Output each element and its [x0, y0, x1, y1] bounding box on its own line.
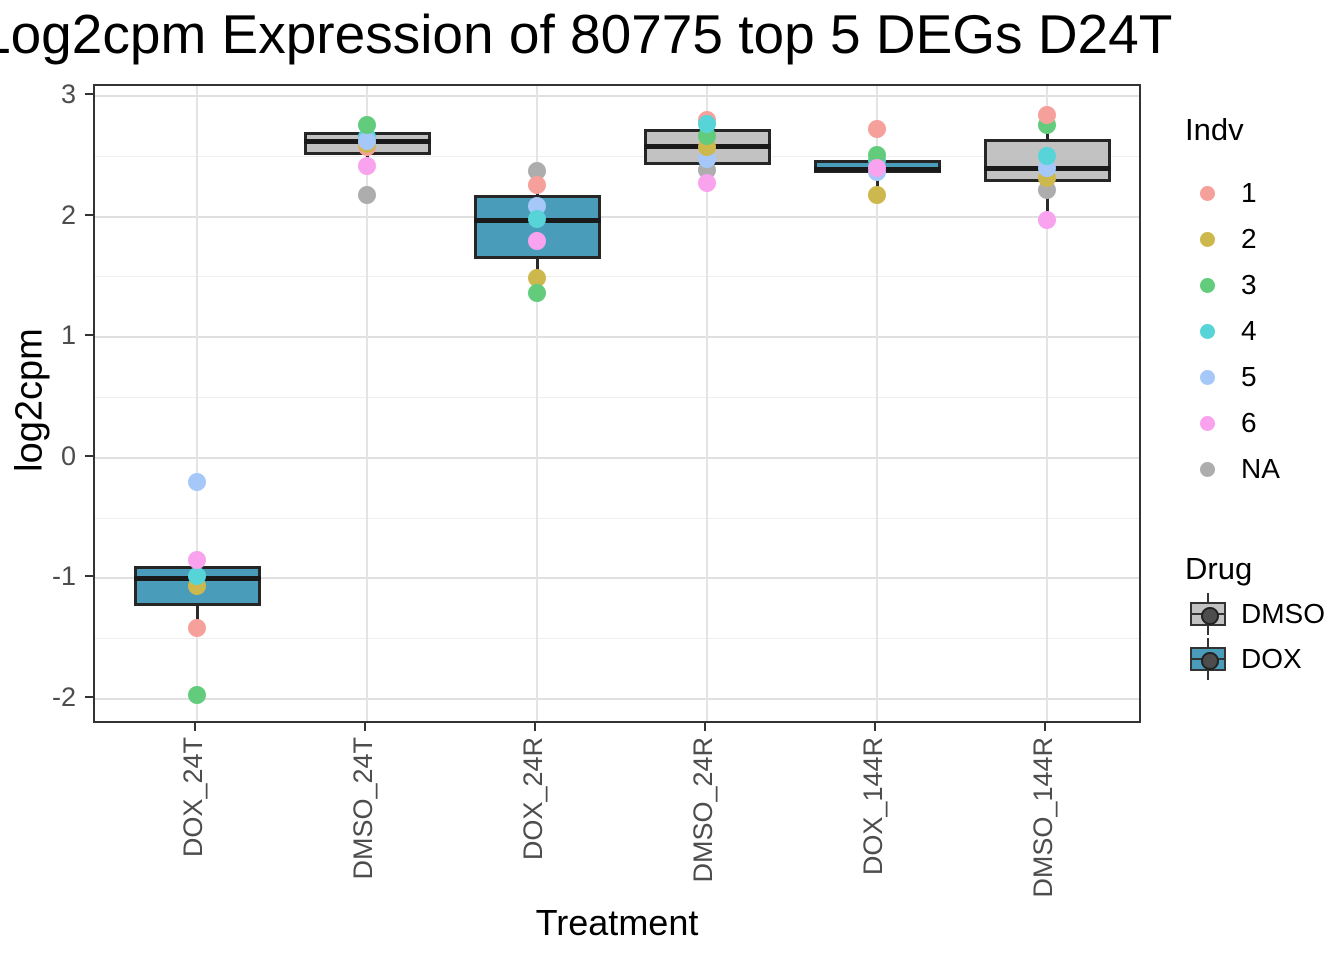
- legend-dot-indv-2: [1200, 231, 1215, 247]
- legend-glyph-outlier-dot: [1201, 652, 1219, 670]
- x-tick: [364, 723, 366, 731]
- legend-dot-indv-6: [1200, 415, 1215, 431]
- x-tick-label: DMSO_24R: [688, 737, 718, 883]
- legend-label-indv-6: 6: [1241, 407, 1257, 438]
- gridline-minor: [95, 155, 1139, 157]
- y-tick-label: 2: [60, 199, 76, 230]
- x-tick: [874, 723, 876, 731]
- point-DOX_24R-indv6: [528, 231, 546, 250]
- point-DMSO_144R-indv4: [1038, 147, 1056, 166]
- y-tick: [85, 575, 93, 578]
- x-tick-label: DMSO_24T: [348, 737, 378, 880]
- legend-glyph-outlier-dot: [1201, 607, 1219, 625]
- point-DMSO_24R-indv6: [698, 173, 716, 192]
- legend-label-indv-NA: NA: [1241, 453, 1280, 484]
- x-tick: [704, 723, 706, 731]
- gridline-vertical: [366, 86, 368, 721]
- legend-glyph-DOX: [1186, 637, 1230, 681]
- point-DMSO_144R-indv6: [1038, 211, 1056, 230]
- point-DOX_144R-indv6: [868, 159, 886, 178]
- legend-dot-indv-5: [1200, 369, 1215, 385]
- point-DOX_24T-indv6: [188, 551, 206, 570]
- x-tick-label: DOX_24R: [518, 737, 548, 861]
- point-DOX_144R-indv2: [868, 185, 886, 204]
- point-DOX_24R-indv4: [528, 210, 546, 229]
- plot-panel: [93, 84, 1141, 723]
- point-DOX_24T-indv4: [188, 566, 206, 585]
- chart-title: Log2cpm Expression of 80775 top 5 DEGs D…: [0, 3, 1173, 65]
- y-tick-label: 0: [60, 440, 76, 471]
- legend-dot-indv-NA: [1200, 461, 1215, 477]
- point-DOX_24R-indv2: [528, 269, 546, 288]
- legend-label-drug-DOX: DOX: [1241, 643, 1302, 674]
- gridline-major: [95, 95, 1139, 97]
- gridline-minor: [95, 276, 1139, 278]
- y-axis-title: log2cpm: [8, 328, 51, 472]
- x-axis-title: Treatment: [535, 902, 699, 943]
- y-tick-label: -1: [51, 561, 76, 592]
- point-DMSO_144R-indv1: [1038, 106, 1056, 125]
- point-DOX_24T-indv1: [188, 618, 206, 637]
- x-tick: [1044, 723, 1046, 731]
- legend-label-indv-4: 4: [1241, 315, 1257, 346]
- point-DMSO_24T-indv5: [358, 131, 376, 150]
- gridline-minor: [95, 397, 1139, 398]
- gridline-major: [95, 698, 1139, 700]
- gridline-major: [95, 577, 1139, 580]
- point-DMSO_24R-indv4: [698, 114, 716, 133]
- point-DOX_24T-indv3: [188, 686, 206, 705]
- point-DMSO_24T-indvNA: [358, 185, 376, 204]
- y-tick: [85, 696, 93, 698]
- legend-dot-indv-4: [1200, 323, 1215, 339]
- plot-area: [95, 86, 1139, 721]
- legend-indv-title: Indv: [1185, 112, 1244, 147]
- gridline-major: [95, 215, 1139, 218]
- point-DOX_24R-indv1: [528, 176, 546, 195]
- point-DMSO_24T-indv3: [358, 115, 376, 134]
- y-tick-label: 3: [60, 79, 76, 109]
- point-DOX_144R-indv1: [868, 119, 886, 138]
- gridline-major: [95, 336, 1139, 339]
- legend-glyph-DMSO: [1186, 592, 1230, 636]
- legend-label-indv-5: 5: [1241, 361, 1257, 392]
- y-tick: [85, 93, 93, 95]
- x-tick-label: DOX_24T: [178, 737, 208, 858]
- gridline-major: [95, 456, 1139, 459]
- point-DOX_24R-indvNA: [528, 161, 546, 180]
- legend-label-indv-2: 2: [1241, 223, 1257, 254]
- y-tick: [85, 334, 93, 337]
- point-DOX_24R-indv3: [528, 283, 546, 302]
- y-tick: [85, 213, 93, 216]
- gridline-minor: [95, 638, 1139, 640]
- gridline-vertical: [196, 86, 198, 721]
- x-tick-label: DMSO_144R: [1028, 737, 1058, 898]
- point-DMSO_24T-indv6: [358, 156, 376, 175]
- gridline-vertical: [706, 86, 708, 721]
- gridline-vertical: [1046, 86, 1048, 721]
- gridline-vertical: [536, 86, 538, 721]
- legend-label-indv-1: 1: [1241, 177, 1257, 208]
- legend-label-drug-DMSO: DMSO: [1241, 598, 1325, 629]
- point-DOX_24T-indv5: [188, 472, 206, 491]
- x-tick-label: DOX_144R: [858, 737, 888, 876]
- x-tick: [534, 723, 536, 731]
- y-tick: [85, 454, 93, 457]
- legend-dot-indv-3: [1200, 277, 1215, 293]
- x-tick: [194, 723, 196, 731]
- y-tick-label: 1: [60, 320, 76, 351]
- y-tick-label: -2: [51, 682, 76, 712]
- gridline-minor: [95, 517, 1139, 519]
- legend-label-indv-3: 3: [1241, 269, 1257, 300]
- legend-drug-title: Drug: [1185, 551, 1253, 586]
- legend-dot-indv-1: [1200, 185, 1215, 201]
- gridline-vertical: [876, 86, 878, 721]
